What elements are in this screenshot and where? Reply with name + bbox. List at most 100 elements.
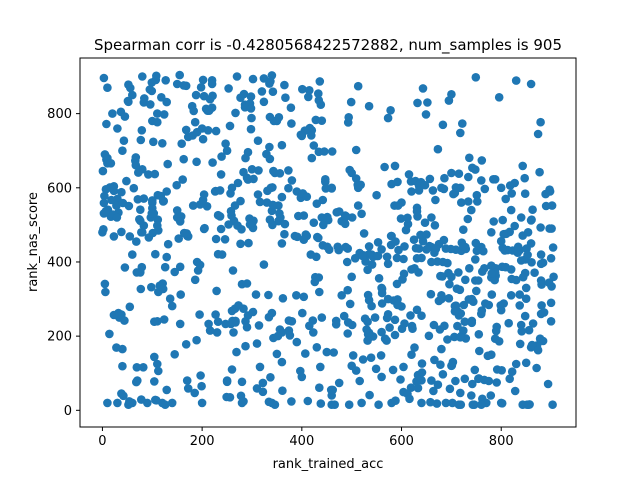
data-point	[437, 291, 446, 300]
data-point	[382, 252, 392, 262]
data-point	[253, 190, 263, 199]
y-tick-label: 600	[47, 181, 72, 196]
data-point	[154, 366, 163, 376]
data-point	[464, 197, 473, 206]
data-point	[181, 340, 191, 349]
data-point	[287, 176, 297, 185]
data-point	[277, 357, 287, 367]
data-point	[393, 177, 402, 187]
data-point	[272, 349, 282, 359]
data-point	[390, 161, 400, 171]
data-point	[175, 262, 185, 272]
data-point	[546, 298, 556, 308]
data-point	[268, 200, 278, 210]
data-point	[521, 358, 531, 368]
data-point	[269, 166, 278, 176]
data-point	[427, 257, 436, 267]
data-point	[315, 77, 325, 86]
data-point	[386, 106, 395, 115]
data-point	[403, 213, 412, 223]
data-point	[321, 184, 331, 193]
data-point	[483, 351, 493, 361]
data-point	[525, 400, 534, 409]
data-point	[237, 225, 246, 234]
data-point	[520, 311, 530, 321]
data-point	[158, 284, 168, 294]
data-point	[458, 119, 467, 128]
data-point	[422, 230, 431, 239]
data-point	[451, 376, 460, 386]
data-point	[152, 71, 161, 81]
data-point	[146, 100, 155, 109]
data-point	[432, 399, 442, 408]
data-point	[112, 343, 121, 352]
data-point	[278, 386, 287, 396]
data-point	[406, 383, 416, 393]
data-point	[367, 301, 376, 311]
data-point	[316, 100, 326, 109]
data-point	[183, 384, 193, 393]
data-point	[222, 392, 231, 402]
data-point	[305, 321, 314, 331]
data-point	[459, 300, 469, 310]
data-point	[188, 201, 198, 210]
data-point	[275, 169, 285, 178]
data-point	[200, 223, 209, 233]
data-point	[231, 108, 240, 118]
data-point	[150, 317, 159, 327]
data-point	[145, 85, 155, 94]
data-point	[516, 320, 526, 330]
data-point	[491, 326, 501, 336]
data-point	[473, 197, 482, 206]
data-point	[175, 217, 185, 226]
data-point	[315, 287, 324, 297]
data-point	[467, 391, 476, 400]
data-point	[150, 352, 159, 362]
data-point	[106, 159, 116, 168]
data-point	[242, 279, 252, 288]
data-point	[536, 223, 545, 232]
data-point	[341, 212, 351, 221]
data-point	[484, 300, 494, 310]
data-point	[424, 331, 434, 341]
data-point	[364, 101, 374, 111]
data-point	[268, 87, 278, 96]
data-point	[153, 221, 162, 230]
data-point	[533, 129, 543, 139]
data-point	[413, 383, 423, 393]
data-point	[400, 319, 409, 328]
data-point	[220, 235, 230, 244]
data-point	[385, 323, 394, 332]
data-point	[521, 283, 531, 293]
data-point	[407, 187, 416, 196]
data-point	[320, 147, 329, 156]
data-point	[353, 201, 363, 210]
data-point	[374, 274, 384, 283]
data-point	[420, 180, 430, 190]
data-point	[510, 386, 520, 396]
data-point	[244, 238, 253, 248]
data-point	[427, 213, 436, 222]
data-point	[501, 194, 511, 204]
data-point	[159, 315, 169, 324]
data-point	[392, 253, 402, 263]
data-point	[441, 244, 451, 253]
data-point	[425, 174, 435, 184]
data-point	[160, 262, 170, 272]
data-point	[316, 362, 325, 372]
data-point	[507, 367, 517, 377]
data-point	[137, 228, 146, 237]
data-point	[195, 310, 204, 319]
data-point	[227, 365, 237, 374]
data-point	[99, 225, 108, 234]
data-point	[426, 289, 436, 299]
data-point	[543, 379, 553, 389]
data-point	[530, 268, 539, 278]
data-point	[467, 294, 477, 304]
data-point	[258, 378, 268, 388]
data-point	[120, 263, 130, 272]
data-point	[438, 272, 447, 281]
data-point	[275, 209, 284, 218]
data-point	[438, 257, 448, 267]
data-point	[454, 169, 464, 178]
